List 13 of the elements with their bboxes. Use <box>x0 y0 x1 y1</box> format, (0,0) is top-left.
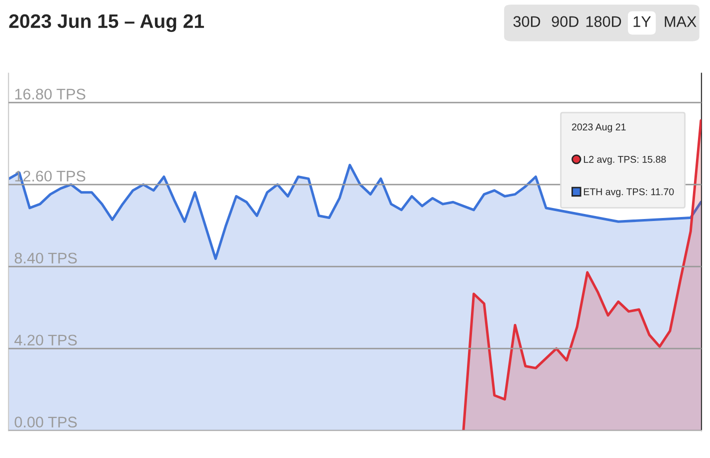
text: 90D <box>552 16 578 27</box>
legend-label: L2 avg. TPS: 15.88 <box>584 156 666 165</box>
text: 1Y <box>634 16 651 27</box>
legend-title: 2023 Aug 21 <box>572 124 626 132</box>
text: MAX <box>664 16 696 27</box>
legend-label: ETH avg. TPS: 11.70 <box>584 188 674 198</box>
chart-title: 2023 Jun 15 – Aug 21 <box>9 14 204 32</box>
text: 30D <box>513 16 540 27</box>
y-tick-label: 0.00 TPS <box>14 416 77 428</box>
text: 180D <box>586 16 622 27</box>
y-tick-label: 16.80 TPS <box>15 88 86 100</box>
y-tick-label: 8.40 TPS <box>14 252 77 264</box>
y-tick-label: 4.20 TPS <box>14 334 77 346</box>
